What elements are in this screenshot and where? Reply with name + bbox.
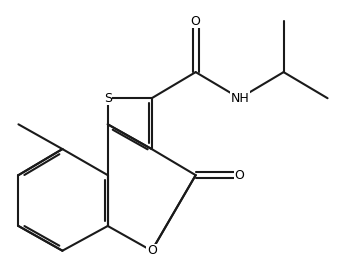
Text: S: S [104,92,112,105]
Text: O: O [147,244,157,257]
Text: O: O [191,15,201,28]
Text: NH: NH [230,92,249,105]
Text: O: O [235,169,245,182]
